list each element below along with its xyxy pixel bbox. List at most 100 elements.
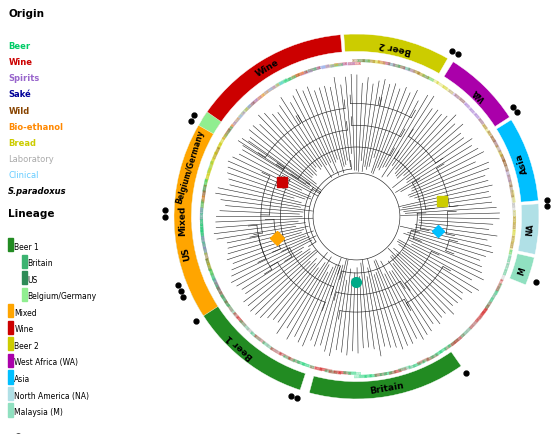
Text: XXXXXXX: XXXXXXX [200, 177, 207, 191]
Text: XXXXXXX: XXXXXXX [204, 158, 213, 173]
Text: XXXXXXX: XXXXXXX [208, 149, 217, 163]
Bar [8, 354, 13, 367]
Text: XXXXXXX: XXXXXXX [234, 315, 246, 328]
Text: XXXXXXX: XXXXXXX [424, 349, 438, 359]
Text: XXXXXXX: XXXXXXX [203, 166, 211, 180]
Text: XXXXXXX: XXXXXXX [406, 358, 421, 367]
Text: XXXXXXX: XXXXXXX [509, 194, 515, 208]
Text: XXXXXXX: XXXXXXX [202, 168, 209, 182]
Text: XXXXXXX: XXXXXXX [222, 298, 233, 312]
Bar [8, 404, 13, 417]
Text: XXXXXXX: XXXXXXX [478, 301, 489, 315]
Text: XXXXXXX: XXXXXXX [285, 70, 300, 79]
Text: Clinical: Clinical [8, 171, 39, 180]
Text: XXXXXXX: XXXXXXX [315, 61, 330, 68]
Text: XXXXXXX: XXXXXXX [480, 298, 491, 312]
Text: XXXXXXX: XXXXXXX [510, 202, 515, 216]
Text: XXXXXXX: XXXXXXX [483, 294, 494, 308]
Text: Wine: Wine [8, 58, 32, 67]
Text: XXXXXXX: XXXXXXX [236, 104, 248, 117]
Text: XXXXXXX: XXXXXXX [245, 326, 257, 339]
Text: Britain: Britain [28, 259, 53, 268]
Text: XXXXXXX: XXXXXXX [472, 308, 485, 321]
Text: Beer: Beer [8, 42, 31, 51]
Text: XXXXXXX: XXXXXXX [281, 72, 296, 81]
Bar [22, 272, 27, 285]
Text: XXXXXXX: XXXXXXX [248, 329, 261, 342]
Text: Belgium/Germany: Belgium/Germany [175, 128, 206, 204]
Text: XXXXXXX: XXXXXXX [296, 359, 311, 368]
Text: XXXXXXX: XXXXXXX [216, 288, 226, 302]
Text: XXXXXXX: XXXXXXX [218, 293, 229, 307]
Text: XXXXXXX: XXXXXXX [286, 355, 301, 365]
Text: XXXXXXX: XXXXXXX [387, 62, 402, 69]
Text: XXXXXXX: XXXXXXX [217, 289, 227, 303]
Text: XXXXXXX: XXXXXXX [241, 322, 253, 335]
Bar [8, 239, 13, 252]
Text: XXXXXXX: XXXXXXX [203, 256, 211, 271]
Text: Mosaic: Mosaic [32, 433, 58, 434]
Text: XXXXXXX: XXXXXXX [202, 250, 209, 265]
Text: XXXXXXX: XXXXXXX [256, 336, 270, 348]
Bar [8, 387, 13, 400]
Text: Beer 1: Beer 1 [14, 242, 39, 251]
Text: XXXXXXX: XXXXXXX [311, 62, 325, 69]
Text: XXXXXXX: XXXXXXX [224, 302, 236, 316]
Text: XXXXXXX: XXXXXXX [221, 123, 232, 137]
Text: XXXXXXX: XXXXXXX [320, 60, 334, 67]
Text: XXXXXXX: XXXXXXX [358, 371, 372, 375]
Text: XXXXXXX: XXXXXXX [198, 200, 203, 214]
Text: XXXXXXX: XXXXXXX [231, 311, 243, 324]
Text: Spirits: Spirits [8, 74, 40, 83]
Text: XXXXXXX: XXXXXXX [210, 276, 219, 290]
Text: XXXXXXX: XXXXXXX [392, 363, 407, 371]
Text: Origin: Origin [8, 9, 45, 19]
Text: XXXXXXX: XXXXXXX [491, 279, 501, 294]
Text: XXXXXXX: XXXXXXX [206, 266, 215, 280]
Text: XXXXXXX: XXXXXXX [433, 344, 447, 355]
Text: XXXXXXX: XXXXXXX [294, 67, 308, 76]
Text: XXXXXXX: XXXXXXX [208, 272, 218, 286]
Text: XXXXXXX: XXXXXXX [442, 338, 455, 349]
Text: XXXXXXX: XXXXXXX [496, 148, 505, 162]
Text: XXXXXXX: XXXXXXX [434, 81, 448, 92]
Text: Mixed: Mixed [178, 205, 188, 235]
Text: XXXXXXX: XXXXXXX [372, 59, 386, 66]
Text: XXXXXXX: XXXXXXX [508, 233, 514, 248]
Text: XXXXXXX: XXXXXXX [500, 158, 508, 172]
Text: XXXXXXX: XXXXXXX [397, 362, 411, 370]
Text: XXXXXXX: XXXXXXX [323, 368, 338, 374]
Text: XXXXXXX: XXXXXXX [348, 371, 362, 375]
Text: XXXXXXX: XXXXXXX [237, 319, 250, 332]
Text: XXXXXXX: XXXXXXX [214, 134, 225, 148]
Text: XXXXXXX: XXXXXXX [266, 80, 280, 91]
Text: US: US [180, 245, 192, 261]
Text: XXXXXXX: XXXXXXX [214, 285, 224, 299]
Text: XXXXXXX: XXXXXXX [220, 125, 231, 139]
Text: XXXXXXX: XXXXXXX [509, 188, 514, 203]
Text: XXXXXXX: XXXXXXX [198, 211, 202, 225]
Text: XXXXXXX: XXXXXXX [245, 95, 258, 108]
Text: XXXXXXX: XXXXXXX [328, 369, 343, 375]
Text: XXXXXXX: XXXXXXX [363, 370, 377, 375]
Text: XXXXXXX: XXXXXXX [377, 60, 392, 66]
Text: XXXXXXX: XXXXXXX [387, 365, 402, 372]
Text: Bread: Bread [8, 138, 36, 148]
Text: XXXXXXX: XXXXXXX [277, 351, 292, 361]
Text: XXXXXXX: XXXXXXX [452, 329, 465, 342]
Text: XXXXXXX: XXXXXXX [208, 271, 217, 285]
Text: XXXXXXX: XXXXXXX [338, 370, 353, 375]
Text: Wine: Wine [253, 58, 280, 79]
Text: XXXXXXX: XXXXXXX [343, 371, 357, 375]
Text: XXXXXXX: XXXXXXX [277, 73, 292, 83]
Text: Malaysia (M): Malaysia (M) [14, 407, 63, 416]
Text: XXXXXXX: XXXXXXX [361, 59, 376, 64]
Text: XXXXXXX: XXXXXXX [510, 221, 515, 235]
Text: XXXXXXX: XXXXXXX [382, 61, 397, 68]
Text: NA: NA [525, 223, 535, 236]
Text: XXXXXXX: XXXXXXX [314, 365, 328, 372]
Text: XXXXXXX: XXXXXXX [505, 247, 512, 262]
Text: M: M [516, 266, 527, 276]
Text: XXXXXXX: XXXXXXX [498, 266, 507, 280]
Text: XXXXXXX: XXXXXXX [198, 226, 203, 240]
